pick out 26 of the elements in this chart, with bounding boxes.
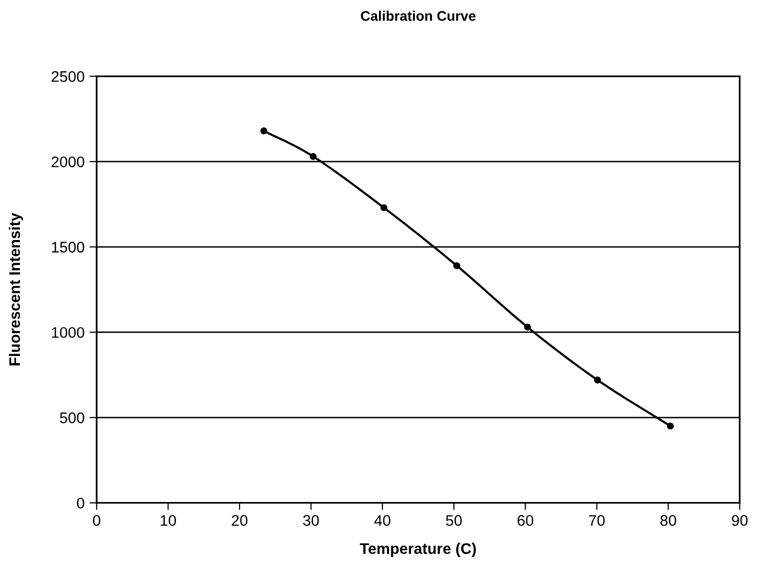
y-tick-label: 1500 [52,242,84,253]
point [666,422,674,430]
y-tick-label: 1000 [52,327,84,338]
point [380,204,388,212]
point [594,376,601,384]
point [310,153,317,160]
y-axis-title: Fluorescent Intensity [8,212,24,366]
x-tick-label: 0 [92,515,100,526]
x-tick-label: 80 [660,515,676,526]
y-tick-label: 500 [60,412,84,424]
x-tick-label: 10 [160,515,176,526]
point [453,262,460,270]
x-tick-label: 60 [518,515,534,526]
x-tick-label: 50 [446,515,462,526]
y-tick-label: 0 [76,498,84,509]
x-tick-label: 20 [232,515,248,526]
x-axis-title: Temperature (C) [360,542,476,558]
point [524,324,531,331]
x-tick-label: 30 [303,515,319,526]
point [260,127,268,134]
chart-title: Calibration Curve [360,10,476,21]
x-tick-label: 70 [589,515,605,526]
y-tick-label: 2500 [52,71,84,82]
x-tick-label: 90 [732,515,748,526]
y-tick-label: 2000 [52,156,84,168]
x-tick-label: 40 [374,515,390,526]
